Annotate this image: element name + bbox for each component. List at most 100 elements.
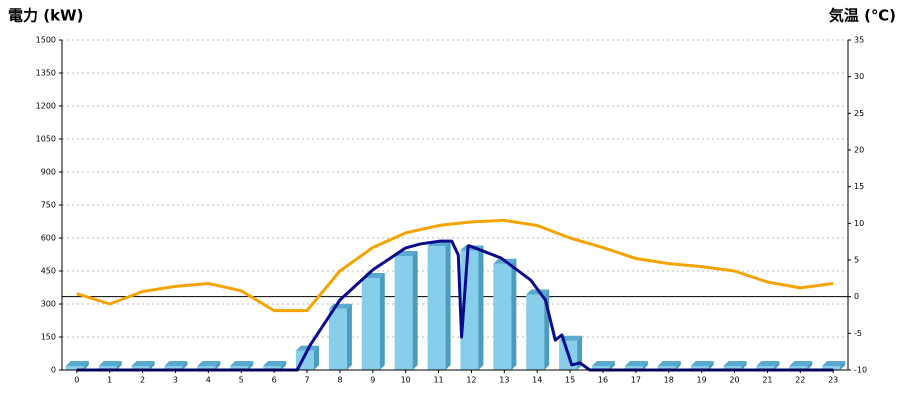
bar-side (281, 361, 287, 370)
y-tick-label: 750 (41, 201, 56, 210)
bar (427, 246, 446, 370)
y-tick-label: 0 (51, 366, 56, 375)
x-tick-label: 17 (631, 376, 641, 385)
y-tick-label: 900 (41, 168, 56, 177)
bar (624, 366, 643, 370)
bar-side (708, 361, 714, 370)
x-tick-label: 21 (762, 376, 772, 385)
bar (164, 366, 183, 370)
y2-tick-label: 20 (854, 146, 864, 155)
bar-side (577, 335, 583, 370)
y2-tick-label: -5 (854, 329, 862, 338)
x-tick-label: 6 (272, 376, 277, 385)
x-tick-label: 2 (140, 376, 145, 385)
line (76, 239, 834, 372)
y2-tick-label: 35 (854, 36, 864, 45)
bar-side (379, 273, 385, 370)
bar (591, 366, 610, 370)
bar (394, 256, 413, 370)
y-tick-label: 1050 (36, 135, 56, 144)
x-tick-label: 0 (74, 376, 79, 385)
bar (131, 366, 150, 370)
bar-side (840, 361, 846, 370)
y-tick-label: 600 (41, 234, 56, 243)
bar-top (230, 361, 254, 366)
x-tick-label: 14 (532, 376, 542, 385)
bar-top (822, 361, 846, 366)
bar (361, 278, 380, 370)
bar (822, 366, 841, 370)
y-axis-title: 電力 (kW) (8, 7, 83, 25)
y2-tick-label: 5 (854, 256, 859, 265)
x-tick-label: 23 (828, 376, 838, 385)
bar (197, 366, 216, 370)
y-tick-label: 450 (41, 267, 56, 276)
bar-side (346, 303, 352, 370)
bar-side (807, 361, 813, 370)
bar-side (248, 361, 254, 370)
bar-side (182, 361, 188, 370)
bar-top (624, 361, 648, 366)
bar-side (116, 361, 122, 370)
x-tick-label: 20 (729, 376, 739, 385)
bar (98, 366, 117, 370)
x-tick-label: 1 (107, 376, 112, 385)
bar-top (789, 361, 813, 366)
x-tick-label: 3 (173, 376, 178, 385)
bar-top (98, 361, 122, 366)
bar-side (774, 361, 780, 370)
bar-side (642, 361, 648, 370)
bar-top (756, 361, 780, 366)
x-tick-label: 4 (206, 376, 211, 385)
bar (526, 294, 545, 370)
bar-side (445, 241, 451, 370)
bar-side (412, 251, 418, 370)
bar-side (314, 345, 320, 370)
bar-top (164, 361, 188, 366)
bar-side (478, 245, 484, 370)
x-tick-label: 13 (499, 376, 509, 385)
bar-top (263, 361, 287, 366)
bar-top (197, 361, 221, 366)
y-tick-label: 150 (41, 333, 56, 342)
y2-tick-label: 25 (854, 109, 864, 118)
bar-top (65, 361, 89, 366)
x-tick-label: 7 (304, 376, 309, 385)
y-tick-label: 1350 (36, 69, 56, 78)
bar-top (657, 361, 681, 366)
bar (789, 366, 808, 370)
line (76, 218, 834, 313)
bar-side (741, 361, 747, 370)
bar-top (690, 361, 714, 366)
bar-side (675, 361, 681, 370)
bar-side (215, 361, 221, 370)
x-tick-label: 5 (239, 376, 244, 385)
x-tick-label: 18 (664, 376, 674, 385)
y2-axis-title: 気温 (℃) (829, 7, 896, 25)
y-tick-label: 1200 (36, 102, 56, 111)
y2-tick-label: 30 (854, 72, 864, 81)
bar-side (149, 361, 155, 370)
bar-top (723, 361, 747, 366)
bar (493, 263, 512, 370)
bar (756, 366, 775, 370)
bar (690, 366, 709, 370)
bar-top (591, 361, 615, 366)
y2-tick-label: -10 (854, 366, 867, 375)
bar-side (83, 361, 89, 370)
bar (328, 308, 347, 370)
x-tick-label: 10 (401, 376, 411, 385)
x-tick-label: 8 (337, 376, 342, 385)
y-tick-label: 300 (41, 300, 56, 309)
x-tick-label: 11 (433, 376, 443, 385)
x-tick-label: 12 (466, 376, 476, 385)
bar (65, 366, 84, 370)
x-tick-label: 9 (370, 376, 375, 385)
y2-tick-label: 10 (854, 219, 864, 228)
bar-side (609, 361, 615, 370)
bar (657, 366, 676, 370)
y2-tick-label: 15 (854, 182, 864, 191)
bar (263, 366, 282, 370)
bar (723, 366, 742, 370)
